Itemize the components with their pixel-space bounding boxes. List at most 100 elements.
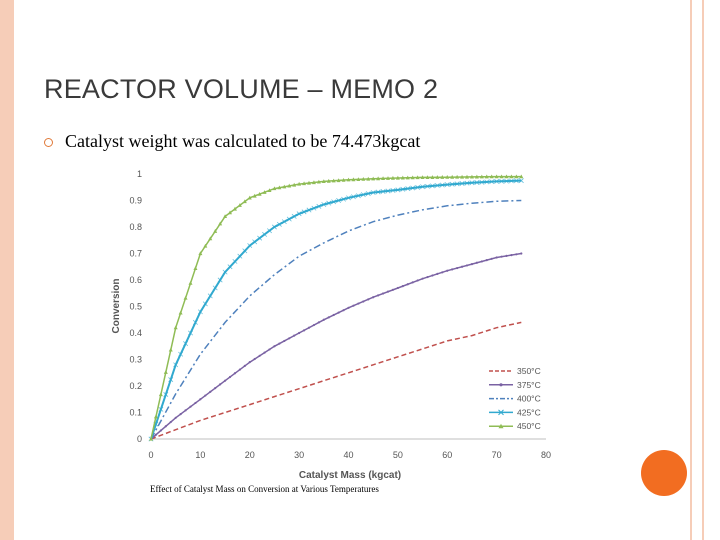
x-tick-label: 70	[492, 450, 502, 460]
data-point	[380, 189, 386, 194]
data-point	[456, 266, 459, 270]
data-point	[223, 214, 228, 218]
data-point	[434, 182, 440, 188]
decorative-orange-circle	[641, 450, 687, 496]
data-point	[390, 175, 395, 180]
x-tick-label: 40	[343, 450, 353, 460]
data-point	[173, 362, 179, 368]
data-point	[331, 178, 336, 183]
data-point	[371, 176, 376, 181]
data-point	[381, 292, 385, 295]
data-point	[173, 325, 178, 330]
data-point	[316, 179, 321, 184]
data-point	[233, 372, 237, 375]
legend-label: 425°C	[517, 407, 541, 417]
series-line	[150, 179, 522, 440]
data-point	[321, 179, 326, 184]
data-point	[484, 179, 490, 185]
chart-legend: 350°C 375°C 400°C 425°C 450°C	[489, 366, 541, 431]
data-point	[441, 271, 444, 274]
data-point	[415, 175, 420, 180]
data-point	[470, 263, 474, 266]
data-point	[395, 175, 400, 180]
series-400C	[150, 199, 522, 440]
data-point	[460, 265, 464, 268]
data-point	[485, 259, 488, 262]
data-point	[247, 195, 252, 200]
data-point	[193, 266, 198, 270]
data-point	[228, 210, 232, 215]
data-point	[519, 174, 524, 179]
data-point	[474, 179, 480, 185]
data-point	[316, 203, 322, 209]
data-point	[365, 191, 371, 197]
data-point	[257, 191, 262, 196]
data-point	[183, 295, 188, 300]
data-point	[505, 254, 508, 257]
data-point	[421, 277, 424, 280]
data-point	[317, 321, 320, 324]
data-point	[386, 176, 390, 180]
slide-frame-line	[702, 0, 704, 540]
series-375C	[149, 252, 523, 441]
data-point	[296, 211, 302, 217]
data-point	[351, 177, 356, 182]
data-point	[252, 193, 257, 198]
data-point	[436, 272, 439, 276]
data-point	[426, 275, 429, 279]
data-point	[515, 253, 518, 256]
data-point	[159, 429, 162, 432]
chart-plot-area	[148, 174, 524, 442]
data-point	[217, 277, 223, 283]
data-point	[494, 178, 500, 184]
data-point	[391, 288, 395, 291]
data-point	[283, 339, 286, 343]
data-point	[346, 195, 351, 201]
series-line	[150, 199, 522, 440]
data-point	[192, 319, 198, 325]
x-tick-label: 10	[195, 450, 205, 460]
data-point	[238, 368, 241, 371]
data-point	[178, 310, 183, 315]
data-point	[326, 200, 332, 206]
data-point	[355, 193, 361, 199]
data-point	[163, 391, 169, 397]
data-point	[406, 283, 409, 286]
data-point	[258, 354, 261, 357]
data-point	[183, 341, 189, 347]
data-point	[390, 187, 396, 193]
data-point	[218, 221, 223, 226]
x-axis-label: Catalyst Mass (kgcat)	[299, 470, 401, 480]
x-tick-label: 60	[442, 450, 452, 460]
data-point	[184, 409, 187, 412]
series-line	[150, 175, 522, 440]
data-point	[420, 184, 426, 190]
data-point	[352, 304, 355, 307]
data-point	[293, 334, 296, 337]
data-point	[281, 219, 287, 225]
data-point	[504, 178, 509, 184]
data-point	[197, 309, 203, 315]
data-point	[366, 176, 371, 181]
y-tick-label: 0.6	[129, 275, 142, 285]
series-350C	[150, 321, 522, 440]
data-point	[242, 248, 248, 254]
data-point	[327, 316, 330, 319]
data-point	[326, 178, 331, 183]
data-point	[411, 281, 414, 284]
data-point	[311, 205, 317, 211]
data-point	[500, 255, 503, 258]
data-point	[253, 357, 256, 361]
data-point	[401, 284, 404, 288]
data-point	[425, 183, 430, 189]
data-point	[465, 174, 469, 179]
data-point	[376, 176, 381, 181]
y-tick-label: 0.2	[129, 381, 142, 391]
data-point	[341, 196, 347, 202]
data-point	[514, 174, 519, 179]
data-point	[336, 178, 341, 183]
data-point	[228, 375, 232, 379]
data-point	[479, 174, 484, 179]
y-tick-label: 0.8	[129, 222, 142, 232]
data-point	[276, 221, 282, 227]
